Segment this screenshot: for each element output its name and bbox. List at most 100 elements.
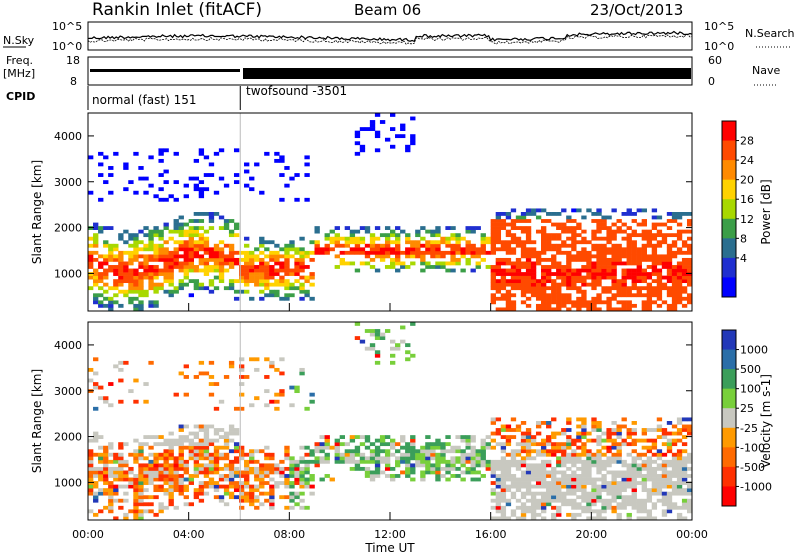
heatmap-cell (369, 456, 376, 461)
heatmap-cell (249, 254, 255, 259)
heatmap-cell (626, 481, 632, 485)
heatmap-cell (576, 477, 582, 482)
heatmap-cell (178, 445, 184, 450)
heatmap-cell (228, 424, 235, 429)
heatmap-cell (631, 250, 637, 255)
heatmap-cell (223, 431, 230, 436)
heatmap-cell (530, 484, 537, 489)
heatmap-cell (415, 240, 421, 245)
heatmap-cell (218, 466, 225, 471)
heatmap-cell (571, 240, 577, 245)
heatmap-cell (566, 484, 572, 489)
heatmap-cell (571, 438, 577, 443)
heatmap-cell (203, 431, 210, 436)
heatmap-cell (596, 282, 602, 287)
heatmap-cell (681, 250, 688, 255)
heatmap-cell (475, 459, 481, 464)
freq-trace-early (90, 69, 240, 72)
heatmap-cell (566, 459, 572, 464)
heatmap-cell (269, 265, 275, 269)
heatmap-cell (133, 477, 139, 482)
heatmap-cell (108, 505, 114, 510)
heatmap-cell (676, 512, 683, 517)
heatmap-cell (676, 421, 683, 425)
heatmap-cell (676, 470, 683, 475)
heatmap-cell (606, 438, 612, 443)
heatmap-cell (118, 505, 124, 510)
heatmap-cell (324, 247, 330, 252)
heatmap-cell (198, 491, 205, 496)
heatmap-cell (475, 456, 481, 461)
heatmap-cell (556, 477, 562, 482)
heatmap-cell (88, 488, 94, 493)
heatmap-cell (530, 275, 537, 280)
heatmap-cell (661, 275, 668, 280)
heatmap-cell (566, 445, 572, 450)
heatmap-cell (223, 286, 230, 291)
heatmap-cell (641, 498, 647, 503)
heatmap-cell (168, 261, 174, 266)
heatmap-cell (541, 247, 547, 252)
heatmap-cell (198, 463, 205, 468)
heatmap-cell (168, 477, 174, 482)
heatmap-cell (334, 449, 340, 454)
heatmap-cell (551, 491, 557, 496)
heatmap-cell (233, 488, 240, 493)
heatmap-cell (374, 254, 381, 259)
heatmap-cell (566, 282, 572, 287)
heatmap-cell (143, 435, 149, 439)
heatmap-cell (656, 296, 663, 301)
heatmap-cell (510, 452, 517, 457)
heatmap-cell (198, 438, 205, 443)
heatmap-cell (213, 275, 220, 280)
heatmap-cell (621, 261, 627, 266)
heatmap-cell (108, 247, 114, 252)
heatmap-cell (405, 459, 411, 464)
heatmap-cell (103, 240, 109, 245)
heatmap-cell (581, 452, 587, 457)
heatmap-cell (435, 240, 441, 245)
heatmap-cell (284, 257, 290, 262)
heatmap-cell (208, 360, 215, 365)
heatmap-cell (228, 438, 235, 443)
heatmap-cell (98, 151, 104, 156)
heatmap-cell (203, 243, 210, 248)
heatmap-cell (596, 428, 602, 432)
heatmap-cell (656, 477, 663, 482)
heatmap-cell (304, 463, 310, 468)
heatmap-cell (384, 456, 391, 461)
heatmap-cell (395, 268, 401, 273)
heatmap-cell (163, 265, 169, 269)
heatmap-cell (420, 268, 426, 273)
heatmap-cell (138, 247, 144, 252)
heatmap-cell (611, 509, 617, 514)
heatmap-cell (651, 268, 658, 273)
heatmap-cell (505, 272, 512, 276)
heatmap-cell (153, 250, 159, 255)
heatmap-cell (656, 229, 663, 234)
heatmap-cell (153, 289, 159, 294)
heatmap-cell (410, 254, 416, 259)
heatmap-cell (183, 250, 189, 255)
heatmap-cell (661, 452, 668, 457)
heatmap-cell (228, 428, 235, 432)
heatmap-cell (621, 303, 627, 308)
heatmap-cell (183, 229, 189, 234)
heatmap-cell (88, 286, 94, 291)
heatmap-cell (520, 445, 527, 450)
heatmap-cell (294, 463, 300, 468)
heatmap-cell (626, 470, 632, 475)
heatmap-cell (561, 474, 567, 478)
heatmap-cell (576, 417, 582, 422)
heatmap-cell (591, 279, 597, 284)
heatmap-cell (168, 272, 174, 276)
heatmap-cell (510, 435, 517, 439)
heatmap-cell (581, 215, 587, 220)
heatmap-cell (138, 498, 144, 503)
heatmap-cell (435, 233, 441, 238)
heatmap-cell (203, 155, 210, 160)
heatmap-cell (561, 481, 567, 485)
heatmap-cell (525, 303, 532, 308)
heatmap-cell (113, 470, 119, 475)
heatmap-cell (178, 215, 184, 220)
